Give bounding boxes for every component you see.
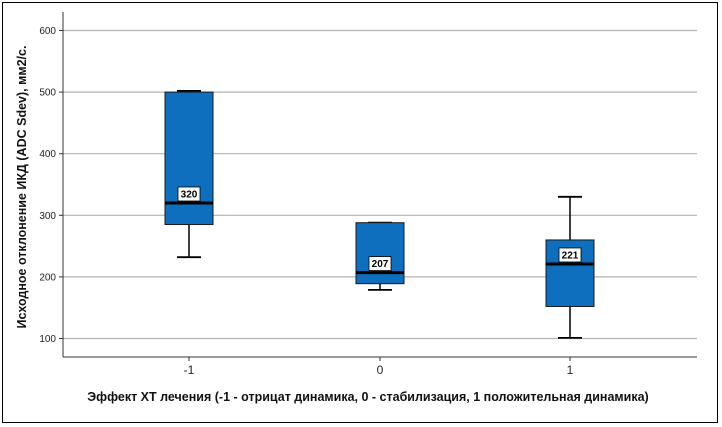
iqr-box [164,91,214,226]
box-group--1: 320 [164,89,214,259]
chart-frame [2,2,718,423]
x-axis-ticks: -1 0 1 [184,357,574,377]
gridlines [62,12,697,358]
iqr-box [355,222,405,285]
box-group-1: 221 [545,195,595,339]
y-tick-label: 100 [39,334,56,345]
median-label: 221 [562,250,579,261]
y-tick-label: 500 [39,88,56,99]
median-label: 320 [181,189,198,200]
y-tick-label: 600 [39,26,56,37]
x-tick-label: -1 [184,363,195,377]
median-label: 207 [372,259,389,270]
y-axis-title: Исходное отклонение ИКД (ADC Sdev), мм2/… [15,46,29,329]
median-label-box [177,186,201,202]
y-axis-ticks: 100 200 300 400 500 600 [39,26,63,345]
iqr-box [545,239,595,307]
median-label-box [368,256,392,271]
box-group-0: 207 [355,221,405,291]
boxes: 320 207 221 [164,89,595,339]
x-axis-title: Эффект ХТ лечения (-1 - отрицат динамика… [87,390,648,404]
x-tick-label: 1 [567,363,574,377]
x-tick-label: 0 [377,363,384,377]
y-tick-label: 300 [39,211,56,222]
y-tick-label: 400 [39,149,56,160]
y-tick-label: 200 [39,272,56,283]
median-label-box [558,247,582,263]
